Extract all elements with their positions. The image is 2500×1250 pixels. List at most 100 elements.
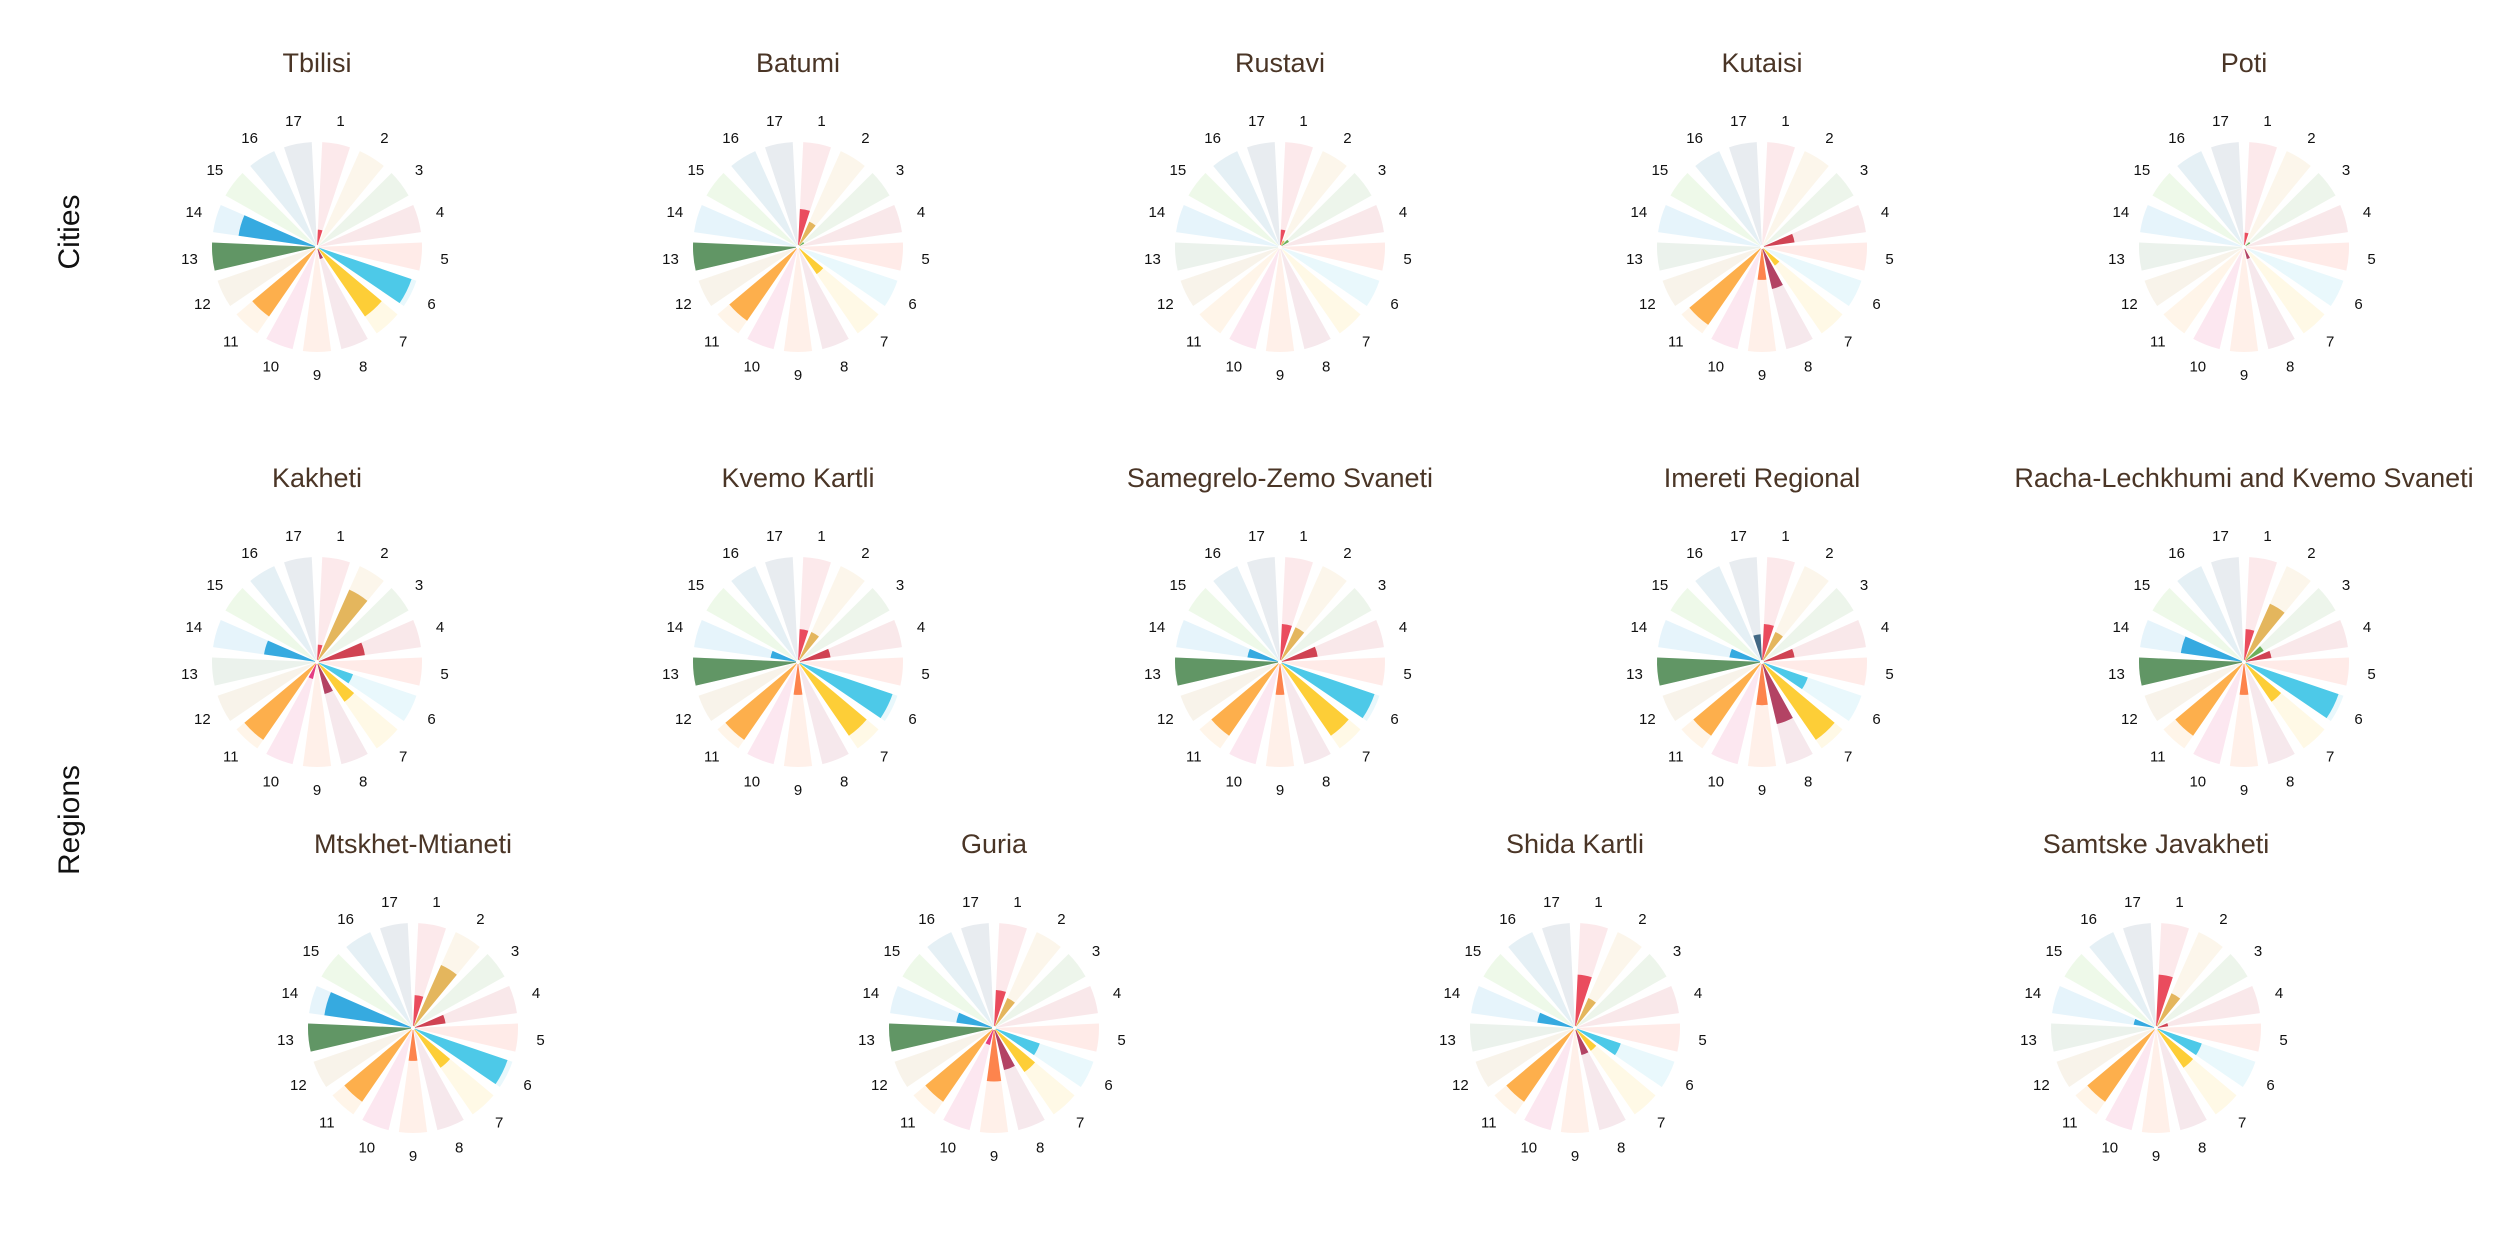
background-wedge (698, 662, 797, 722)
background-wedge (313, 1028, 412, 1088)
category-label: 6 (908, 296, 916, 313)
category-label: 15 (1652, 577, 1669, 594)
category-label: 12 (871, 1077, 888, 1094)
category-label: 6 (1872, 711, 1880, 728)
background-wedge (2177, 566, 2244, 661)
category-label: 3 (1860, 577, 1868, 594)
value-bar (414, 1029, 451, 1068)
background-wedge (1280, 151, 1347, 246)
background-wedge (1213, 151, 1280, 246)
value-bar (799, 241, 805, 247)
category-label: 17 (2212, 113, 2229, 130)
category-label: 15 (688, 577, 705, 594)
background-wedge (1213, 566, 1280, 661)
category-label: 13 (2020, 1032, 2037, 1049)
category-label: 5 (440, 251, 448, 268)
background-wedge (1247, 142, 1280, 246)
value-bar (307, 1023, 412, 1052)
category-label: 5 (2367, 666, 2375, 683)
category-label: 4 (2363, 204, 2371, 221)
background-wedge (1576, 1023, 1681, 1052)
category-label: 9 (313, 782, 321, 799)
value-bar (1762, 663, 1793, 725)
category-label: 16 (722, 130, 739, 147)
background-wedge (1265, 663, 1295, 768)
value-bar (1689, 248, 1761, 325)
background-wedge (799, 588, 890, 662)
value-bar (729, 248, 797, 321)
value-bar (1280, 229, 1286, 246)
background-wedge (2211, 557, 2244, 661)
category-label: 9 (1276, 367, 1284, 384)
category-label: 4 (2363, 619, 2371, 636)
background-wedge (284, 142, 317, 246)
category-label: 14 (1444, 985, 1461, 1002)
category-label: 2 (380, 130, 388, 147)
value-bar (799, 248, 824, 275)
value-bar (317, 589, 368, 661)
category-label: 2 (1638, 911, 1646, 928)
category-label: 6 (1390, 711, 1398, 728)
background-wedge (1656, 242, 1761, 271)
chart-title: Kutaisi (1721, 48, 1802, 78)
category-label: 2 (1343, 130, 1351, 147)
value-bar (414, 1014, 446, 1028)
category-label: 7 (1657, 1115, 1665, 1132)
value-bar (798, 221, 816, 246)
category-label: 9 (1758, 782, 1766, 799)
background-wedge (1174, 242, 1279, 271)
category-label: 2 (861, 545, 869, 562)
category-label: 10 (358, 1139, 375, 1156)
category-label: 14 (2113, 619, 2130, 636)
background-wedge (799, 657, 904, 686)
category-label: 7 (880, 749, 888, 766)
background-wedge (799, 204, 902, 247)
category-label: 1 (1013, 894, 1021, 911)
category-label: 16 (918, 911, 935, 928)
background-wedge (995, 985, 1098, 1028)
category-label: 5 (1117, 1032, 1125, 1049)
background-wedge (302, 663, 332, 768)
category-label: 17 (1730, 113, 1747, 130)
category-label: 5 (440, 666, 448, 683)
value-bar (1763, 663, 1835, 740)
category-label: 17 (1248, 528, 1265, 545)
value-bar (1763, 662, 1808, 690)
category-label: 4 (1881, 619, 1889, 636)
background-wedge (318, 173, 409, 247)
category-label: 3 (2342, 577, 2350, 594)
background-wedge (1662, 247, 1761, 307)
background-wedge (2245, 204, 2348, 247)
background-wedge (2245, 173, 2336, 247)
category-label: 3 (1378, 162, 1386, 179)
background-wedge (317, 142, 350, 246)
category-label: 4 (436, 619, 444, 636)
category-label: 9 (794, 367, 802, 384)
category-label: 3 (1673, 943, 1681, 960)
category-label: 17 (766, 113, 783, 130)
category-label: 14 (186, 204, 203, 221)
background-wedge (1180, 662, 1279, 722)
value-bar (2156, 993, 2181, 1027)
category-label: 7 (2326, 749, 2334, 766)
category-label: 16 (1686, 130, 1703, 147)
background-wedge (2052, 985, 2155, 1028)
background-wedge (995, 954, 1086, 1028)
background-wedge (225, 173, 316, 247)
background-wedge (2163, 248, 2243, 334)
category-label: 4 (917, 204, 925, 221)
category-label: 10 (743, 773, 760, 790)
value-bar (2087, 1029, 2155, 1102)
background-wedge (413, 1029, 464, 1131)
background-wedge (317, 151, 384, 246)
value-bar (1576, 1028, 1621, 1056)
category-label: 16 (241, 545, 258, 562)
category-label: 9 (409, 1148, 417, 1165)
category-label: 6 (523, 1077, 531, 1094)
category-label: 4 (1694, 985, 1702, 1002)
category-label: 8 (2286, 773, 2294, 790)
